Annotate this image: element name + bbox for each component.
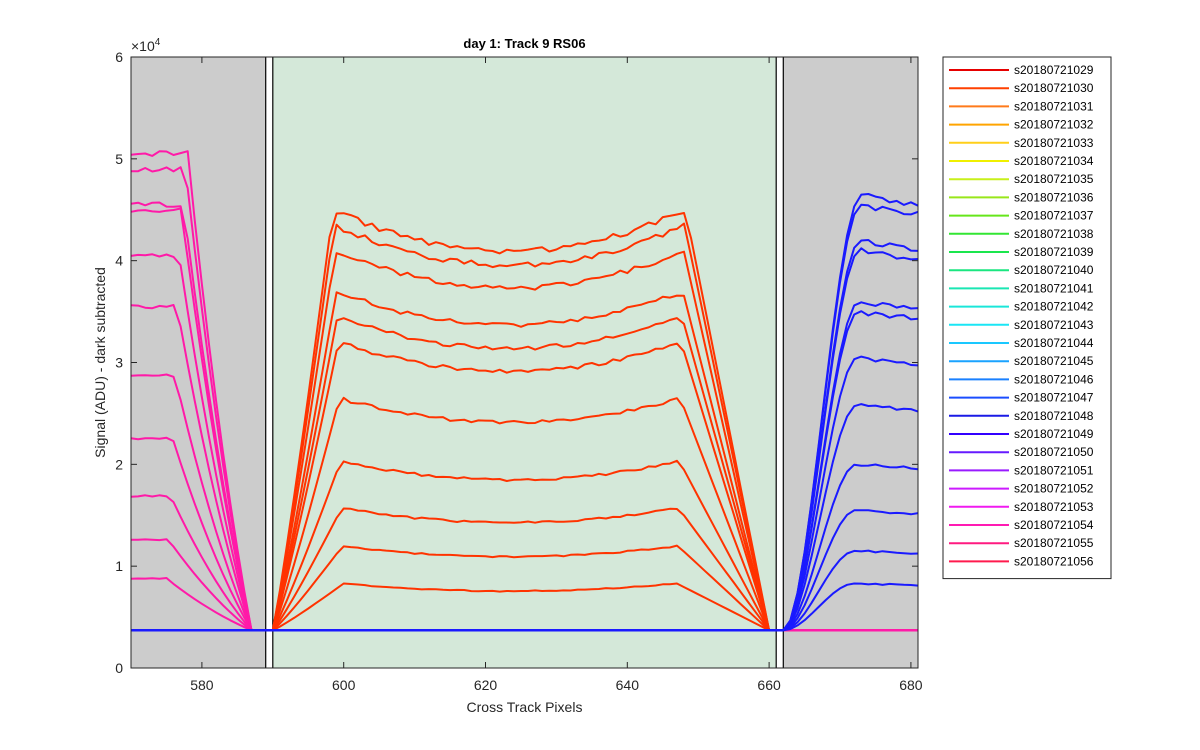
right-group-line: [131, 463, 919, 632]
right-group-line: [131, 549, 919, 632]
x-tick-label: 680: [899, 677, 923, 693]
x-axis: 580 600 620 640 660 680: [190, 57, 923, 693]
x-axis-label: Cross Track Pixels: [467, 699, 583, 715]
legend-entry-label: s20180721036: [1014, 190, 1094, 204]
legend-entry-label: s20180721056: [1014, 554, 1094, 568]
y-tick-label: 0: [115, 660, 123, 676]
x-tick-label: 580: [190, 677, 214, 693]
center-group-line: [272, 544, 770, 632]
y-tick-label: 1: [115, 558, 123, 574]
series-lines: [130, 150, 919, 632]
x-tick-label: 600: [332, 677, 356, 693]
right-group-line: [131, 355, 919, 632]
legend-entry-label: s20180721038: [1014, 227, 1094, 241]
legend-entry-label: s20180721032: [1014, 118, 1094, 132]
center-group-line: [271, 342, 771, 631]
legend-entry-label: s20180721043: [1014, 318, 1094, 332]
center-group-line: [271, 459, 770, 631]
legend-entry-label: s20180721055: [1014, 536, 1094, 550]
center-group-line: [271, 222, 771, 631]
center-group-line: [272, 582, 770, 632]
legend-entry-label: s20180721037: [1014, 209, 1094, 223]
y-axis-label: Signal (ADU) - dark subtracted: [92, 267, 108, 458]
right-group-line: [131, 193, 919, 632]
legend: s20180721029 s20180721030 s20180721031 s201…: [942, 56, 1112, 580]
center-group-line: [271, 396, 771, 631]
y-tick-label: 4: [115, 253, 123, 269]
legend-entry-label: s20180721050: [1014, 445, 1094, 459]
legend-entry-label: s20180721042: [1014, 300, 1094, 314]
legend-entry-label: s20180721051: [1014, 463, 1094, 477]
legend-entry-label: s20180721049: [1014, 427, 1094, 441]
center-group-line: [271, 507, 770, 631]
y-axis: 0 1 2 3 4 5 6: [115, 49, 918, 676]
legend-entry-label: s20180721033: [1014, 136, 1094, 150]
legend-entry-label: s20180721053: [1014, 500, 1094, 514]
y-axis-exponent-base: ×10: [131, 38, 155, 54]
y-tick-label: 5: [115, 151, 123, 167]
legend-entry-label: s20180721029: [1014, 63, 1094, 77]
right-group-line: [131, 301, 919, 632]
x-tick-label: 620: [474, 677, 498, 693]
legend-entry-label: s20180721044: [1014, 336, 1094, 350]
legend-entry-label: s20180721039: [1014, 245, 1094, 259]
right-group-line: [131, 582, 919, 632]
legend-entry-label: s20180721045: [1014, 354, 1094, 368]
y-tick-label: 2: [115, 456, 123, 472]
x-tick-label: 660: [757, 677, 781, 693]
center-group-line: [271, 212, 771, 631]
x-tick-label: 640: [616, 677, 640, 693]
y-tick-label: 3: [115, 355, 123, 371]
center-group-line: [271, 250, 771, 631]
legend-entry-label: s20180721046: [1014, 372, 1094, 386]
legend-entry-label: s20180721035: [1014, 172, 1094, 186]
region-left-masked: [131, 57, 266, 668]
region-active-area: [272, 57, 777, 668]
legend-entry-label: s20180721054: [1014, 518, 1094, 532]
y-tick-label: 6: [115, 49, 123, 65]
center-group-line: [271, 317, 771, 631]
legend-entry-label: s20180721034: [1014, 154, 1094, 168]
right-group-line: [131, 403, 919, 632]
legend-entry-label: s20180721047: [1014, 391, 1094, 405]
legend-entry-label: s20180721030: [1014, 81, 1094, 95]
legend-box: [942, 56, 1112, 580]
chart-title: day 1: Track 9 RS06: [463, 36, 585, 51]
legend-entry-label: s20180721052: [1014, 482, 1094, 496]
center-group-line: [271, 291, 771, 631]
region-borders: [265, 57, 784, 668]
y-axis-exponent-power: 4: [155, 37, 161, 48]
y-axis-exponent: ×104: [131, 37, 161, 54]
legend-entry-label: s20180721041: [1014, 281, 1094, 295]
legend-entry-label: s20180721031: [1014, 99, 1094, 113]
legend-entry-label: s20180721048: [1014, 409, 1094, 423]
right-group-line: [131, 509, 919, 632]
legend-entry-label: s20180721040: [1014, 263, 1094, 277]
